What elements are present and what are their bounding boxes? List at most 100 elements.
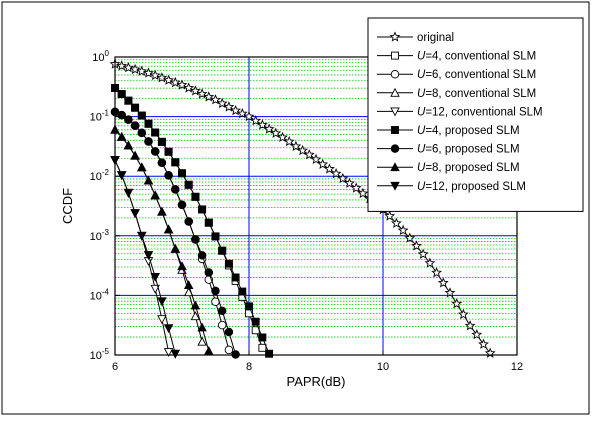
legend: original U=4, conventional SLM U=6, conven… bbox=[367, 17, 584, 212]
marker bbox=[157, 297, 167, 307]
marker bbox=[283, 135, 295, 147]
marker bbox=[130, 209, 140, 219]
marker bbox=[263, 123, 275, 134]
y-tick-label: 10-1 bbox=[90, 109, 110, 124]
marker bbox=[150, 147, 160, 156]
marker bbox=[131, 103, 140, 112]
marker bbox=[437, 277, 449, 288]
axes: 100 10-1 10-2 10-3 10-4 10-56 8 10 12 bbox=[90, 49, 524, 373]
y-tick-label: 10-2 bbox=[90, 168, 110, 183]
marker bbox=[324, 163, 335, 174]
marker bbox=[297, 144, 308, 156]
marker bbox=[478, 338, 489, 349]
marker bbox=[123, 188, 134, 198]
marker bbox=[265, 349, 274, 358]
marker bbox=[390, 107, 400, 117]
marker bbox=[136, 65, 148, 76]
marker bbox=[190, 300, 201, 310]
marker bbox=[177, 200, 187, 210]
marker bbox=[171, 158, 180, 167]
marker bbox=[124, 96, 133, 105]
marker bbox=[277, 131, 288, 143]
marker bbox=[224, 259, 233, 268]
marker bbox=[216, 97, 228, 109]
marker bbox=[197, 322, 207, 332]
marker bbox=[390, 181, 400, 191]
marker bbox=[204, 218, 213, 227]
marker bbox=[171, 185, 180, 194]
marker bbox=[117, 90, 126, 98]
marker bbox=[184, 180, 193, 189]
marker bbox=[164, 147, 173, 156]
marker bbox=[163, 74, 174, 85]
marker bbox=[257, 119, 268, 130]
marker bbox=[150, 190, 160, 200]
x-axis-label: PAPR(dB) bbox=[287, 374, 346, 389]
marker bbox=[157, 206, 167, 216]
marker bbox=[357, 187, 369, 199]
marker bbox=[143, 175, 154, 185]
marker bbox=[424, 257, 436, 268]
marker bbox=[231, 273, 240, 282]
legend-label: U=4, proposed SLM bbox=[417, 125, 520, 137]
marker bbox=[137, 231, 147, 241]
marker bbox=[471, 329, 483, 340]
marker bbox=[144, 119, 153, 128]
marker bbox=[157, 137, 166, 146]
marker bbox=[350, 182, 362, 193]
marker bbox=[183, 280, 194, 290]
marker bbox=[404, 232, 416, 243]
marker bbox=[211, 232, 220, 241]
marker bbox=[238, 287, 247, 296]
marker bbox=[123, 62, 134, 73]
marker bbox=[123, 140, 134, 150]
marker bbox=[211, 286, 220, 296]
marker bbox=[191, 235, 200, 244]
marker bbox=[178, 169, 186, 178]
marker bbox=[303, 149, 315, 160]
marker bbox=[137, 162, 147, 172]
marker bbox=[444, 287, 456, 298]
legend-label: U=6, proposed SLM bbox=[417, 144, 520, 156]
marker bbox=[130, 150, 140, 160]
marker bbox=[197, 336, 207, 346]
marker bbox=[390, 69, 400, 79]
marker bbox=[391, 51, 399, 60]
marker bbox=[137, 111, 146, 120]
marker bbox=[156, 72, 168, 83]
marker bbox=[170, 349, 181, 359]
marker bbox=[250, 115, 262, 126]
marker bbox=[451, 298, 463, 309]
y-axis-label: CCDF bbox=[60, 188, 75, 224]
marker bbox=[218, 246, 227, 255]
marker bbox=[164, 171, 173, 180]
marker bbox=[163, 324, 174, 334]
marker bbox=[389, 31, 401, 42]
marker bbox=[344, 177, 355, 188]
marker bbox=[157, 158, 167, 168]
marker bbox=[458, 308, 469, 320]
x-tick-label: 12 bbox=[511, 361, 523, 373]
marker bbox=[390, 162, 400, 172]
legend-box bbox=[367, 17, 584, 212]
marker bbox=[184, 217, 193, 226]
y-tick-label: 10-3 bbox=[90, 228, 110, 243]
marker bbox=[170, 243, 181, 253]
marker bbox=[417, 248, 429, 259]
marker bbox=[210, 94, 221, 105]
legend-label: U=6, conventional SLM bbox=[417, 69, 536, 81]
marker bbox=[163, 348, 174, 358]
marker bbox=[169, 76, 181, 88]
marker bbox=[144, 137, 153, 146]
marker bbox=[270, 127, 282, 138]
marker bbox=[245, 302, 253, 311]
marker bbox=[397, 224, 409, 236]
marker bbox=[163, 224, 174, 234]
plot-area bbox=[109, 58, 496, 359]
marker bbox=[190, 311, 201, 321]
marker bbox=[330, 168, 342, 179]
marker bbox=[117, 110, 126, 120]
legend-label: U=8, conventional SLM bbox=[417, 88, 536, 100]
marker bbox=[150, 284, 160, 294]
